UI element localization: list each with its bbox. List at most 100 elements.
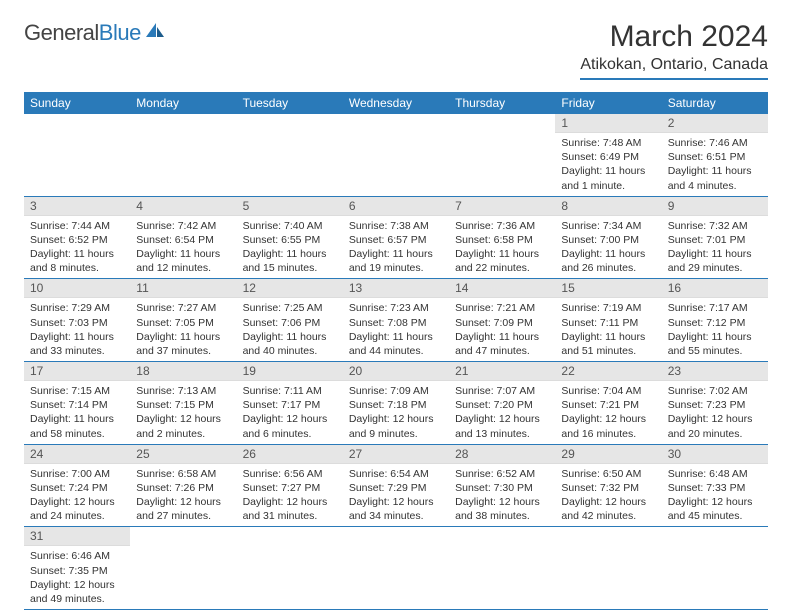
sunrise-text: Sunrise: 7:21 AM: [455, 301, 549, 315]
calendar-cell: 19Sunrise: 7:11 AMSunset: 7:17 PMDayligh…: [237, 362, 343, 445]
day-details: Sunrise: 7:42 AMSunset: 6:54 PMDaylight:…: [130, 216, 236, 279]
sunset-text: Sunset: 6:54 PM: [136, 233, 230, 247]
daylight-text: Daylight: 11 hours and 22 minutes.: [455, 247, 549, 275]
calendar-cell: 31Sunrise: 6:46 AMSunset: 7:35 PMDayligh…: [24, 527, 130, 610]
calendar-table: SundayMondayTuesdayWednesdayThursdayFrid…: [24, 92, 768, 610]
sunset-text: Sunset: 6:55 PM: [243, 233, 337, 247]
calendar-cell: [130, 114, 236, 196]
calendar-cell: 16Sunrise: 7:17 AMSunset: 7:12 PMDayligh…: [662, 279, 768, 362]
daylight-text: Daylight: 12 hours and 45 minutes.: [668, 495, 762, 523]
day-details: Sunrise: 7:00 AMSunset: 7:24 PMDaylight:…: [24, 464, 130, 527]
sunset-text: Sunset: 6:57 PM: [349, 233, 443, 247]
sunrise-text: Sunrise: 7:04 AM: [561, 384, 655, 398]
day-number: 24: [24, 445, 130, 464]
sunset-text: Sunset: 7:11 PM: [561, 316, 655, 330]
sunset-text: Sunset: 7:12 PM: [668, 316, 762, 330]
daylight-text: Daylight: 11 hours and 1 minute.: [561, 164, 655, 192]
day-details: Sunrise: 6:58 AMSunset: 7:26 PMDaylight:…: [130, 464, 236, 527]
calendar-cell: [449, 527, 555, 610]
calendar-cell: 21Sunrise: 7:07 AMSunset: 7:20 PMDayligh…: [449, 362, 555, 445]
sunrise-text: Sunrise: 7:00 AM: [30, 467, 124, 481]
sunset-text: Sunset: 7:33 PM: [668, 481, 762, 495]
sunrise-text: Sunrise: 6:58 AM: [136, 467, 230, 481]
day-details: Sunrise: 7:25 AMSunset: 7:06 PMDaylight:…: [237, 298, 343, 361]
calendar-cell: 4Sunrise: 7:42 AMSunset: 6:54 PMDaylight…: [130, 196, 236, 279]
calendar-cell: 9Sunrise: 7:32 AMSunset: 7:01 PMDaylight…: [662, 196, 768, 279]
day-details: Sunrise: 6:56 AMSunset: 7:27 PMDaylight:…: [237, 464, 343, 527]
title-block: March 2024 Atikokan, Ontario, Canada: [580, 20, 768, 80]
day-details: Sunrise: 7:19 AMSunset: 7:11 PMDaylight:…: [555, 298, 661, 361]
sunset-text: Sunset: 6:58 PM: [455, 233, 549, 247]
calendar-cell: 26Sunrise: 6:56 AMSunset: 7:27 PMDayligh…: [237, 444, 343, 527]
day-number: 16: [662, 279, 768, 298]
day-number: 27: [343, 445, 449, 464]
daylight-text: Daylight: 12 hours and 38 minutes.: [455, 495, 549, 523]
daylight-text: Daylight: 11 hours and 40 minutes.: [243, 330, 337, 358]
day-number: 15: [555, 279, 661, 298]
calendar-cell: [555, 527, 661, 610]
calendar-cell: 10Sunrise: 7:29 AMSunset: 7:03 PMDayligh…: [24, 279, 130, 362]
sunrise-text: Sunrise: 6:46 AM: [30, 549, 124, 563]
logo-text-b: Blue: [99, 20, 141, 46]
calendar-week-row: 3Sunrise: 7:44 AMSunset: 6:52 PMDaylight…: [24, 196, 768, 279]
day-details: Sunrise: 7:21 AMSunset: 7:09 PMDaylight:…: [449, 298, 555, 361]
day-details: Sunrise: 7:15 AMSunset: 7:14 PMDaylight:…: [24, 381, 130, 444]
day-details: Sunrise: 7:48 AMSunset: 6:49 PMDaylight:…: [555, 133, 661, 196]
day-number: 18: [130, 362, 236, 381]
daylight-text: Daylight: 11 hours and 29 minutes.: [668, 247, 762, 275]
sunrise-text: Sunrise: 7:34 AM: [561, 219, 655, 233]
daylight-text: Daylight: 12 hours and 31 minutes.: [243, 495, 337, 523]
day-number: 12: [237, 279, 343, 298]
day-number: 2: [662, 114, 768, 133]
calendar-week-row: 1Sunrise: 7:48 AMSunset: 6:49 PMDaylight…: [24, 114, 768, 196]
day-number: 1: [555, 114, 661, 133]
daylight-text: Daylight: 11 hours and 4 minutes.: [668, 164, 762, 192]
calendar-cell: [130, 527, 236, 610]
calendar-cell: 8Sunrise: 7:34 AMSunset: 7:00 PMDaylight…: [555, 196, 661, 279]
day-details: Sunrise: 6:48 AMSunset: 7:33 PMDaylight:…: [662, 464, 768, 527]
calendar-cell: 28Sunrise: 6:52 AMSunset: 7:30 PMDayligh…: [449, 444, 555, 527]
calendar-cell: [24, 114, 130, 196]
day-number: 23: [662, 362, 768, 381]
day-details: Sunrise: 7:29 AMSunset: 7:03 PMDaylight:…: [24, 298, 130, 361]
sunrise-text: Sunrise: 7:07 AM: [455, 384, 549, 398]
calendar-cell: 2Sunrise: 7:46 AMSunset: 6:51 PMDaylight…: [662, 114, 768, 196]
calendar-cell: 15Sunrise: 7:19 AMSunset: 7:11 PMDayligh…: [555, 279, 661, 362]
calendar-cell: 3Sunrise: 7:44 AMSunset: 6:52 PMDaylight…: [24, 196, 130, 279]
calendar-cell: 12Sunrise: 7:25 AMSunset: 7:06 PMDayligh…: [237, 279, 343, 362]
day-number: 6: [343, 197, 449, 216]
day-number: 14: [449, 279, 555, 298]
day-number: 9: [662, 197, 768, 216]
sunset-text: Sunset: 7:24 PM: [30, 481, 124, 495]
day-number: 21: [449, 362, 555, 381]
sunrise-text: Sunrise: 7:32 AM: [668, 219, 762, 233]
daylight-text: Daylight: 11 hours and 51 minutes.: [561, 330, 655, 358]
sunset-text: Sunset: 7:23 PM: [668, 398, 762, 412]
day-details: Sunrise: 7:11 AMSunset: 7:17 PMDaylight:…: [237, 381, 343, 444]
calendar-week-row: 31Sunrise: 6:46 AMSunset: 7:35 PMDayligh…: [24, 527, 768, 610]
weekday-header: Saturday: [662, 92, 768, 114]
day-number: 7: [449, 197, 555, 216]
day-number: 28: [449, 445, 555, 464]
day-number: 25: [130, 445, 236, 464]
calendar-cell: [343, 527, 449, 610]
weekday-header: Friday: [555, 92, 661, 114]
sunset-text: Sunset: 7:06 PM: [243, 316, 337, 330]
day-details: Sunrise: 7:32 AMSunset: 7:01 PMDaylight:…: [662, 216, 768, 279]
weekday-header: Sunday: [24, 92, 130, 114]
day-details: Sunrise: 7:40 AMSunset: 6:55 PMDaylight:…: [237, 216, 343, 279]
calendar-cell: 22Sunrise: 7:04 AMSunset: 7:21 PMDayligh…: [555, 362, 661, 445]
calendar-body: 1Sunrise: 7:48 AMSunset: 6:49 PMDaylight…: [24, 114, 768, 610]
sunset-text: Sunset: 7:03 PM: [30, 316, 124, 330]
day-number: 29: [555, 445, 661, 464]
sunset-text: Sunset: 7:00 PM: [561, 233, 655, 247]
day-number: 26: [237, 445, 343, 464]
daylight-text: Daylight: 11 hours and 33 minutes.: [30, 330, 124, 358]
daylight-text: Daylight: 11 hours and 58 minutes.: [30, 412, 124, 440]
calendar-cell: 30Sunrise: 6:48 AMSunset: 7:33 PMDayligh…: [662, 444, 768, 527]
sunrise-text: Sunrise: 7:13 AM: [136, 384, 230, 398]
sunrise-text: Sunrise: 6:52 AM: [455, 467, 549, 481]
daylight-text: Daylight: 11 hours and 19 minutes.: [349, 247, 443, 275]
calendar-cell: 17Sunrise: 7:15 AMSunset: 7:14 PMDayligh…: [24, 362, 130, 445]
day-details: Sunrise: 7:44 AMSunset: 6:52 PMDaylight:…: [24, 216, 130, 279]
